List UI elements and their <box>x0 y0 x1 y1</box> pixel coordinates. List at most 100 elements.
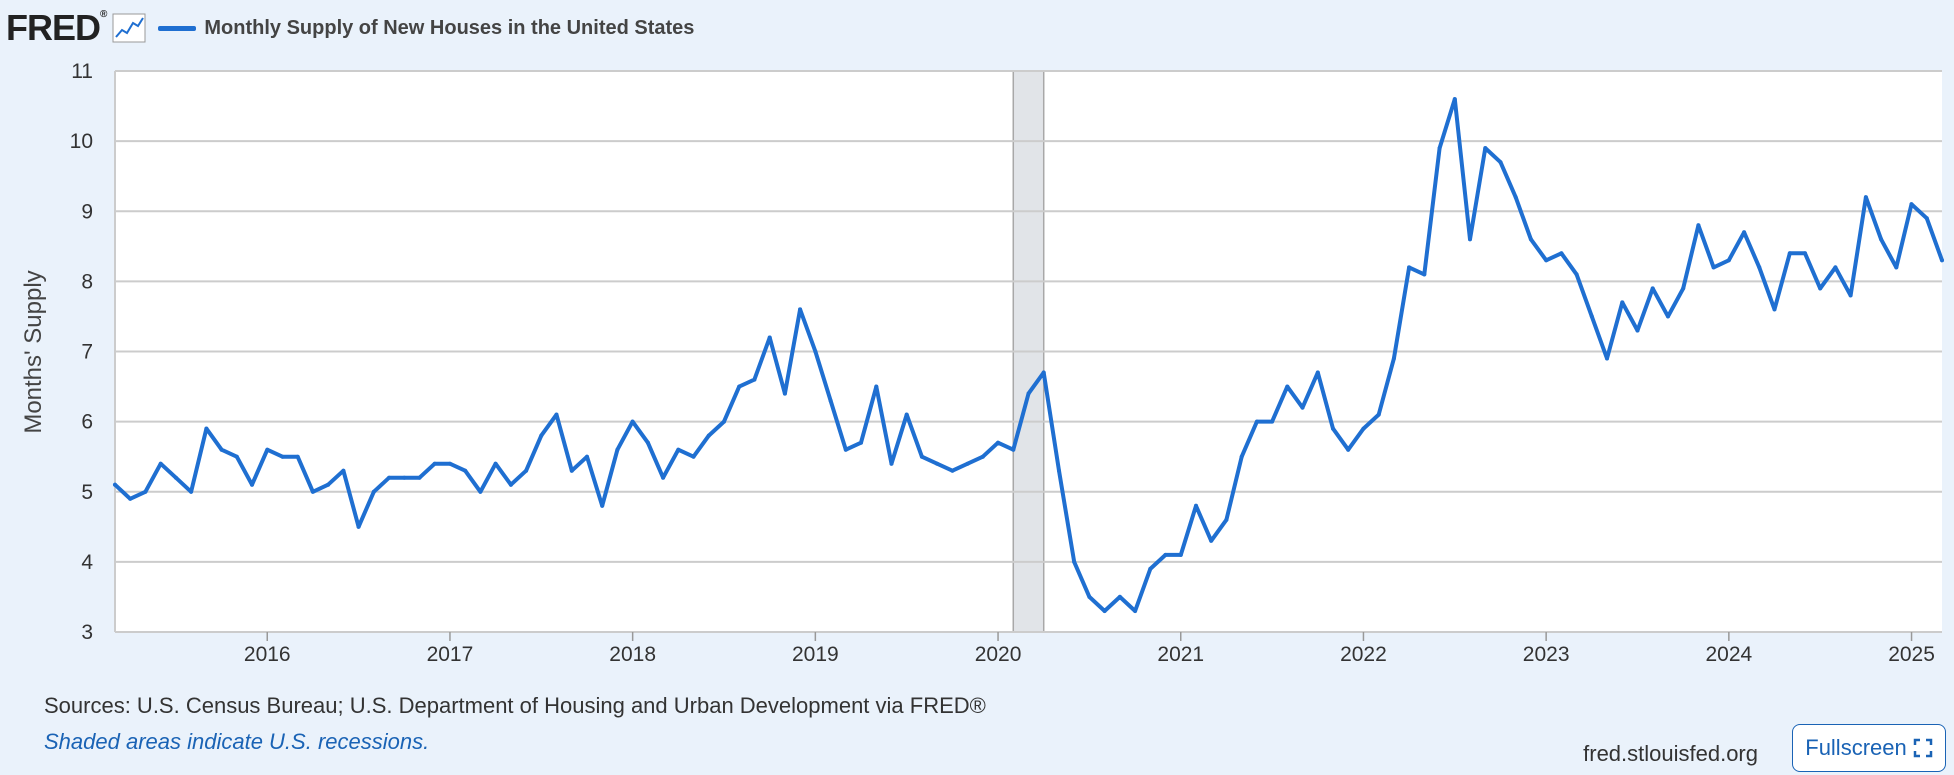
data-point[interactable] <box>782 391 787 396</box>
data-point[interactable] <box>1102 609 1107 613</box>
data-point[interactable] <box>585 454 589 459</box>
data-point[interactable] <box>1026 391 1031 396</box>
recession-note[interactable]: Shaded areas indicate U.S. recessions. <box>44 729 430 754</box>
data-point[interactable] <box>280 454 285 459</box>
data-point[interactable] <box>1285 384 1290 389</box>
data-point[interactable] <box>1863 195 1868 200</box>
data-point[interactable] <box>965 461 970 466</box>
data-point[interactable] <box>1589 314 1594 319</box>
data-point[interactable] <box>676 447 681 452</box>
data-point[interactable] <box>295 454 300 459</box>
data-point[interactable] <box>1209 538 1214 543</box>
data-point[interactable] <box>432 461 437 466</box>
data-point[interactable] <box>1528 237 1533 242</box>
data-point[interactable] <box>1361 426 1366 431</box>
data-point[interactable] <box>1620 300 1625 305</box>
data-point[interactable] <box>143 489 148 494</box>
data-point[interactable] <box>1711 265 1716 270</box>
data-point[interactable] <box>813 349 818 354</box>
data-point[interactable] <box>630 419 635 424</box>
data-point[interactable] <box>600 503 605 508</box>
data-point[interactable] <box>1376 412 1381 417</box>
data-point[interactable] <box>1239 454 1244 459</box>
data-point[interactable] <box>1087 594 1092 599</box>
data-point[interactable] <box>859 440 863 445</box>
data-point[interactable] <box>1315 370 1320 375</box>
data-point[interactable] <box>478 489 483 494</box>
data-point[interactable] <box>1803 251 1807 256</box>
data-point[interactable] <box>493 461 498 466</box>
data-point[interactable] <box>569 468 574 473</box>
data-point[interactable] <box>447 461 452 466</box>
data-point[interactable] <box>828 398 833 403</box>
data-point[interactable] <box>1057 468 1061 473</box>
data-point[interactable] <box>1331 426 1335 431</box>
data-point[interactable] <box>1635 328 1640 333</box>
data-point[interactable] <box>737 384 742 389</box>
data-point[interactable] <box>1254 419 1259 424</box>
data-point[interactable] <box>1011 447 1016 452</box>
data-point[interactable] <box>113 482 117 487</box>
data-point[interactable] <box>935 461 940 466</box>
data-point[interactable] <box>615 447 620 452</box>
data-point[interactable] <box>1940 258 1944 263</box>
data-point[interactable] <box>1224 517 1229 522</box>
data-point[interactable] <box>1757 265 1762 270</box>
data-point[interactable] <box>128 496 133 501</box>
data-point[interactable] <box>1270 419 1275 424</box>
data-point[interactable] <box>1300 405 1305 410</box>
data-point[interactable] <box>1696 223 1701 228</box>
data-point[interactable] <box>950 468 955 473</box>
data-point[interactable] <box>904 412 909 417</box>
data-point[interactable] <box>310 489 315 494</box>
data-point[interactable] <box>1346 447 1351 452</box>
data-point[interactable] <box>889 461 894 466</box>
data-point[interactable] <box>1894 265 1899 270</box>
data-point[interactable] <box>539 433 544 438</box>
data-point[interactable] <box>1666 314 1670 319</box>
data-point[interactable] <box>1194 503 1198 508</box>
data-point[interactable] <box>173 475 178 480</box>
data-point[interactable] <box>1544 258 1549 263</box>
data-point[interactable] <box>767 335 772 340</box>
data-point[interactable] <box>234 454 239 459</box>
data-point[interactable] <box>1848 293 1853 298</box>
data-point[interactable] <box>1468 237 1472 242</box>
data-point[interactable] <box>691 454 696 459</box>
data-point[interactable] <box>1513 195 1518 200</box>
data-point[interactable] <box>1559 251 1564 256</box>
data-point[interactable] <box>996 440 1000 445</box>
data-point[interactable] <box>1818 286 1823 291</box>
data-point[interactable] <box>1772 307 1777 312</box>
data-point[interactable] <box>1650 286 1655 291</box>
data-point[interactable] <box>417 475 422 480</box>
data-point[interactable] <box>204 426 209 431</box>
data-point[interactable] <box>752 377 757 382</box>
data-point[interactable] <box>874 384 879 389</box>
data-point[interactable] <box>524 468 529 473</box>
data-point[interactable] <box>1148 566 1153 571</box>
data-point[interactable] <box>1178 552 1183 557</box>
data-point[interactable] <box>1391 356 1396 361</box>
fred-logo[interactable]: FRED® <box>6 7 107 48</box>
data-point[interactable] <box>980 454 985 459</box>
data-point[interactable] <box>919 454 924 459</box>
data-point[interactable] <box>1117 594 1122 599</box>
data-point[interactable] <box>843 447 848 452</box>
data-point[interactable] <box>645 440 650 445</box>
data-point[interactable] <box>371 489 376 494</box>
data-point[interactable] <box>1787 251 1792 256</box>
data-point[interactable] <box>1483 146 1488 151</box>
data-point[interactable] <box>1924 216 1929 221</box>
data-point[interactable] <box>387 475 392 480</box>
data-point[interactable] <box>1407 265 1412 270</box>
data-point[interactable] <box>798 307 803 312</box>
data-point[interactable] <box>1452 97 1457 102</box>
data-point[interactable] <box>219 447 224 452</box>
data-point[interactable] <box>1072 559 1077 564</box>
data-point[interactable] <box>189 489 194 494</box>
data-point[interactable] <box>250 482 254 487</box>
data-point[interactable] <box>326 482 331 487</box>
data-point[interactable] <box>1163 552 1168 557</box>
data-point[interactable] <box>706 433 711 438</box>
